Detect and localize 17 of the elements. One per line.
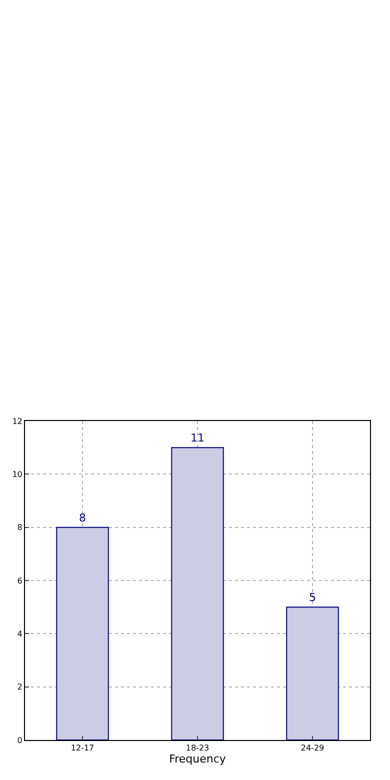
x-tick-label: 24-29 — [300, 744, 324, 753]
y-tick-label: 8 — [17, 523, 22, 532]
data-label: 8 — [79, 511, 86, 524]
data-label: 5 — [309, 591, 316, 604]
bar — [56, 526, 109, 740]
bar — [171, 447, 224, 740]
y-tick-label: 12 — [12, 416, 22, 426]
y-tick-label: 4 — [17, 629, 22, 638]
data-label: 11 — [190, 432, 205, 445]
x-axis-title: Frequency — [169, 752, 226, 766]
y-tick-label: 0 — [17, 736, 22, 745]
x-tick-label: 12-17 — [70, 744, 94, 753]
bar — [286, 606, 339, 740]
y-tick-label: 10 — [12, 470, 22, 479]
x-tick-label: 18-23 — [186, 744, 210, 753]
y-tick-label: 2 — [17, 682, 22, 692]
y-tick-label: 6 — [17, 576, 22, 586]
